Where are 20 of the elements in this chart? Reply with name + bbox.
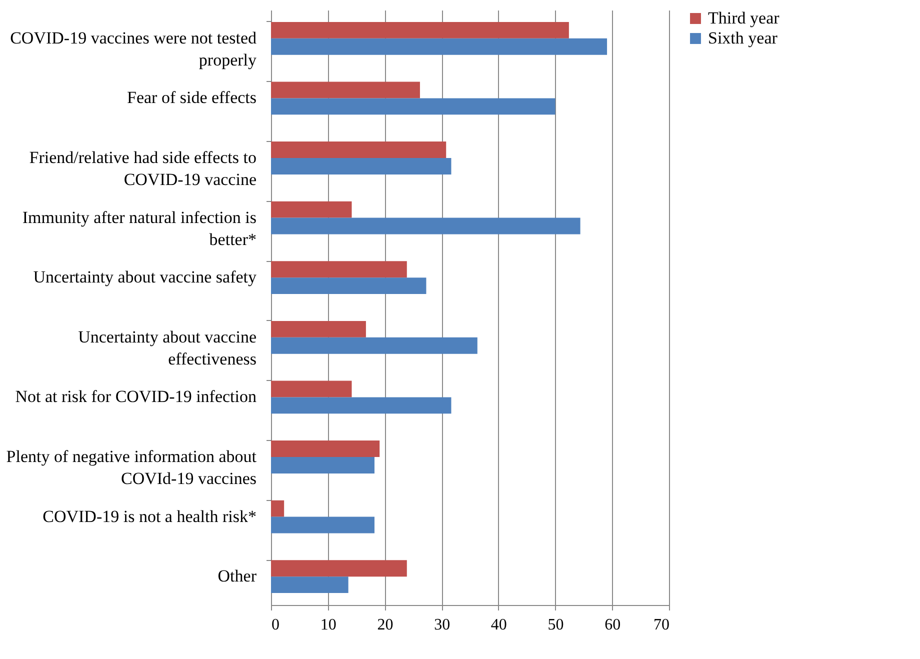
x-tick-label: 0 [272,616,280,634]
legend-label: Third year [708,8,780,28]
y-tick-label: COVID-19 vaccines were not tested properly [10,28,257,70]
x-tick-label: 70 [654,616,670,634]
y-tick-label: Not at risk for COVID-19 infection [15,387,257,406]
y-tick-label: Immunity after natural infection is better* [22,208,256,249]
y-tick-label: Uncertainty about vaccine safety [33,268,257,287]
x-tick-label: 10 [320,616,336,634]
x-tick-label: 40 [490,616,507,634]
y-tick-label: Plenty of negative information about COVId-19 vaccines [6,446,257,488]
y-tick-label: Uncertainty about vaccine effectiveness [78,327,256,368]
y-tick-label: Friend/relative had side effects to COVID-19 vaccine [29,148,256,190]
y-tick-label: COVID-19 is not a health risk* [42,506,256,526]
legend-label: Sixth year [708,28,778,48]
x-tick-label: 20 [377,616,394,634]
x-tick-label: 60 [604,616,621,634]
x-tick-label: 50 [548,616,564,634]
y-tick-label: Other [218,566,257,586]
x-tick-label: 30 [434,616,450,634]
y-tick-label: Fear of side effects [127,88,256,108]
